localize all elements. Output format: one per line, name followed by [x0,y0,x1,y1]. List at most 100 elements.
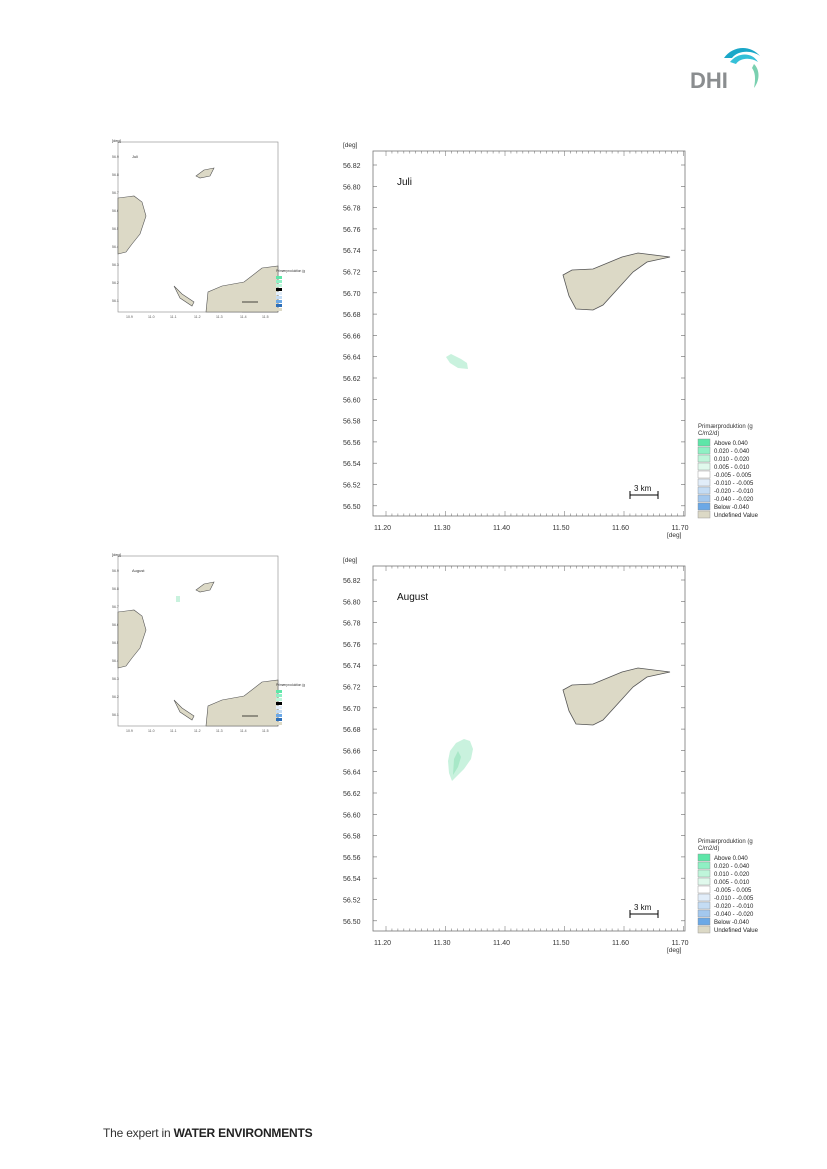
legend-label: -0.040 - -0.020 [714,497,754,503]
svg-text:56.9: 56.9 [112,155,119,159]
legend-swatch [697,877,711,886]
y-tick-label: 56.78 [343,206,361,213]
y-axis: 56.82 56.80 56.78 56.76 56.74 56.72 56.70 56.68… [343,578,685,926]
legend-title: C/m2/d) [698,431,719,437]
y-tick-label: 56.76 [343,227,361,234]
svg-text:11.3: 11.3 [216,729,223,733]
svg-text:10.9: 10.9 [126,315,133,319]
svg-text:56.9: 56.9 [112,569,119,573]
scale-bar: 3 km [634,903,652,912]
y-tick-label: 56.52 [343,483,361,490]
y-tick-label: 56.68 [343,727,361,734]
bloom-core [453,751,461,775]
x-tick-label: 11.20 [374,940,391,947]
legend-swatch [697,478,711,487]
legend-label: Above 0.040 [714,856,748,862]
thumbnail-label: Juli [132,154,138,159]
svg-text:56.2: 56.2 [112,695,119,699]
y-tick-label: 56.56 [343,440,361,447]
svg-text:56.1: 56.1 [112,713,119,717]
x-tick-label: 11.40 [493,525,510,532]
legend-label: Below -0.040 [714,920,750,926]
legend-swatch [697,885,711,894]
y-tick-label: 56.60 [343,812,361,819]
legend-label: 0.005 - 0.010 [714,465,750,471]
svg-text:56.3: 56.3 [112,263,119,267]
legend-swatch [697,901,711,910]
y-tick-label: 56.64 [343,770,361,777]
legend-swatch [697,925,711,934]
y-tick-label: 56.62 [343,791,361,798]
legend-label: -0.040 - -0.020 [714,912,754,918]
svg-text:56.7: 56.7 [112,605,119,609]
y-tick-label: 56.72 [343,685,361,692]
y-tick-label: 56.72 [343,270,361,277]
svg-text:56.7: 56.7 [112,191,119,195]
legend-swatch [697,438,711,447]
y-tick-label: 56.70 [343,291,361,298]
footer-bold: WATER ENVIRONMENTS [173,1126,313,1140]
x-tick-label: 11.70 [672,940,689,947]
legend-label: -0.010 - -0.005 [714,896,754,902]
svg-text:11.0: 11.0 [148,729,155,733]
x-tick-label: 11.60 [612,525,629,532]
y-tick-label: 56.50 [343,504,361,511]
x-axis: 11.20 11.30 11.40 11.50 11.60 11.70 [374,151,689,532]
y-tick-label: 56.82 [343,578,361,585]
svg-text:56.8: 56.8 [112,173,119,177]
legend-swatch [697,470,711,479]
y-tick-label: 56.58 [343,834,361,841]
y-tick-label: 56.66 [343,333,361,340]
legend-swatch [697,917,711,926]
svg-text:11.1: 11.1 [170,315,177,319]
legend-label: 0.010 - 0.020 [714,457,750,463]
y-tick-label: 56.56 [343,855,361,862]
svg-text:11.2: 11.2 [194,729,201,733]
thumbnail-label: August [132,568,145,573]
svg-text:11.0: 11.0 [148,315,155,319]
thumbnail-legend: Primærproduktion (g [276,269,305,311]
legend-title: C/m2/d) [698,846,719,852]
y-tick-label: 56.60 [343,397,361,404]
svg-text:56.4: 56.4 [112,245,119,249]
x-tick-label: 11.30 [434,525,451,532]
y-tick-label: 56.66 [343,748,361,755]
map-juli: [deg] 56.82 56.80 56.78 56.76 56.74 56.72 56.7… [340,138,780,543]
legend-label: -0.020 - -0.010 [714,904,754,910]
legend-swatch [697,510,711,519]
svg-text:11.3: 11.3 [216,315,223,319]
x-tick-label: 11.40 [493,940,510,947]
y-tick-label: 56.70 [343,706,361,713]
svg-text:11.2: 11.2 [194,315,201,319]
legend-swatch [697,861,711,870]
y-tick-label: 56.74 [343,248,361,255]
svg-text:[deg]: [deg] [112,138,121,143]
dhi-logo: DHI [688,44,764,93]
y-tick-label: 56.68 [343,312,361,319]
svg-text:56.1: 56.1 [112,299,119,303]
y-tick-label: 56.64 [343,355,361,362]
legend-swatch [697,502,711,511]
svg-text:11.5: 11.5 [262,315,269,319]
legend-label: Undefined Value [714,928,759,934]
bloom-area [446,354,468,369]
svg-text:56.8: 56.8 [112,587,119,591]
y-tick-label: 56.52 [343,898,361,905]
x-tick-label: 11.20 [374,525,391,532]
legend-swatch [697,853,711,862]
svg-text:11.1: 11.1 [170,729,177,733]
legend-label: 0.010 - 0.020 [714,872,750,878]
svg-text:10.9: 10.9 [126,729,133,733]
footer-tagline: The expert in WATER ENVIRONMENTS [103,1126,313,1140]
y-axis: 56.82 56.80 56.78 56.76 56.74 56.72 56.70 56.68… [343,163,685,511]
x-unit-label: [deg] [667,532,682,539]
svg-text:11.4: 11.4 [240,315,247,319]
thumbnail-map-august: [deg] 56.9 56.8 56.7 56.6 56.5 56.4 56.3 56.2… [112,550,305,733]
svg-text:56.5: 56.5 [112,227,119,231]
svg-text:56.3: 56.3 [112,677,119,681]
y-tick-label: 56.80 [343,599,361,606]
x-unit-label: [deg] [667,947,682,954]
svg-text:56.4: 56.4 [112,659,119,663]
y-tick-label: 56.62 [343,376,361,383]
svg-text:Primærproduktion (g: Primærproduktion (g [276,683,305,687]
